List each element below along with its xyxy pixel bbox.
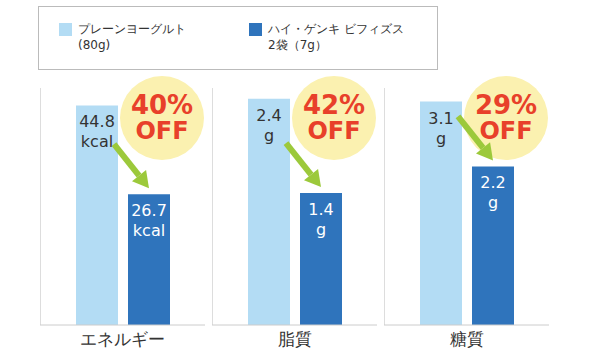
svg-text:脂質: 脂質 xyxy=(278,329,312,349)
svg-text:2.4: 2.4 xyxy=(256,106,281,125)
svg-text:kcal: kcal xyxy=(133,221,165,240)
html-text:42%: 42% xyxy=(302,89,366,120)
svg-text:26.7: 26.7 xyxy=(131,201,167,220)
svg-text:3.1: 3.1 xyxy=(428,109,453,128)
html-text:29%: 29% xyxy=(474,89,538,120)
html-text:(80g): (80g) xyxy=(78,38,111,53)
html-text:2袋（7g）: 2袋（7g） xyxy=(268,38,327,53)
svg-text:1.4: 1.4 xyxy=(308,200,333,219)
html-text:OFF: OFF xyxy=(135,117,189,145)
svg-text:44.8: 44.8 xyxy=(79,112,115,131)
svg-text:g: g xyxy=(436,129,446,148)
html-text:プレーンヨーグルト: プレーンヨーグルト xyxy=(78,22,186,36)
svg-text:g: g xyxy=(264,126,274,145)
html-text:40%: 40% xyxy=(130,89,194,120)
svg-text:エネルギー: エネルギー xyxy=(80,329,165,349)
svg-text:2.2: 2.2 xyxy=(480,173,505,192)
html-text:OFF: OFF xyxy=(479,117,533,145)
svg-text:糖質: 糖質 xyxy=(450,329,484,349)
html-text:OFF: OFF xyxy=(307,117,361,145)
html-text:ハイ・ゲンキ ビフィズス: ハイ・ゲンキ ビフィズス xyxy=(268,22,404,36)
svg-text:kcal: kcal xyxy=(81,132,113,151)
svg-text:g: g xyxy=(316,220,326,239)
svg-text:g: g xyxy=(488,193,498,212)
